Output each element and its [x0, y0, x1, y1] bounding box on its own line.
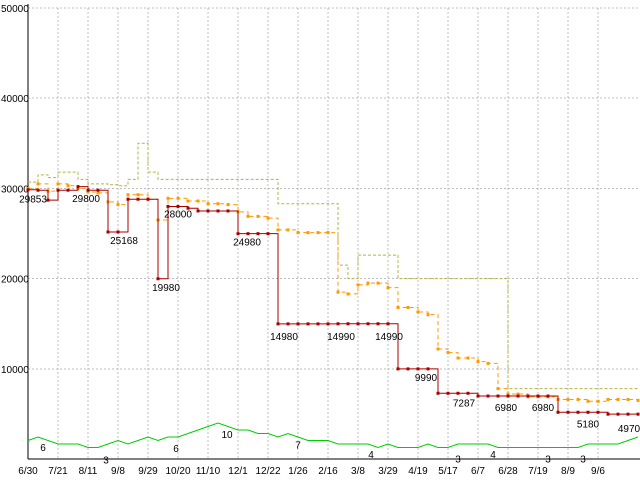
- x-tick-label: 6/28: [498, 466, 518, 477]
- price-label: 25168: [110, 236, 138, 247]
- count-label: 3: [455, 455, 461, 466]
- price-label: 6980: [532, 403, 555, 414]
- x-tick-label: 12/22: [255, 466, 280, 477]
- price-labels: 29853 29800 25168 28000 19980 24980 14980 14990…: [19, 194, 640, 435]
- x-tick-label: 10/20: [165, 466, 190, 477]
- x-tick-label: 3/29: [378, 466, 398, 477]
- count-label: 4: [368, 450, 374, 461]
- x-tick-label: 9/6: [591, 466, 605, 477]
- listing-count-series: [27, 422, 639, 449]
- count-label: 6: [40, 443, 46, 454]
- price-label: 14980: [270, 332, 298, 343]
- price-label: 4970: [618, 424, 640, 435]
- y-axis-labels: 10000 20000 30000 40000 50000: [1, 4, 29, 376]
- count-label: 3: [580, 455, 586, 466]
- count-label: 7: [295, 441, 301, 452]
- price-label: 5180: [577, 419, 600, 430]
- x-tick-label: 9/29: [138, 466, 158, 477]
- x-tick-label: 11/10: [196, 466, 221, 477]
- y-tick-label: 30000: [1, 184, 29, 195]
- x-tick-label: 9/8: [111, 466, 125, 477]
- x-tick-label: 5/17: [438, 466, 458, 477]
- x-tick-label: 6/7: [471, 466, 485, 477]
- count-labels: 6 3 6 10 7 4 3 4 3 3: [40, 430, 586, 467]
- y-tick-label: 40000: [1, 94, 29, 105]
- price-label: 24980: [233, 238, 261, 249]
- price-label: 29800: [72, 194, 100, 205]
- y-tick-label: 10000: [1, 365, 29, 376]
- x-axis-labels: 6/30 7/21 8/11 9/8 9/29 10/20 11/10 12/1 12/22 1/…: [18, 466, 605, 477]
- x-tick-label: 8/11: [79, 466, 98, 477]
- price-label: 6980: [495, 403, 518, 414]
- count-label: 6: [173, 444, 179, 455]
- price-label: 29853: [19, 195, 47, 206]
- x-tick-label: 12/1: [228, 466, 248, 477]
- x-tick-label: 4/19: [408, 466, 428, 477]
- x-tick-label: 3/8: [351, 466, 365, 477]
- x-tick-label: 1/26: [288, 466, 308, 477]
- lowest-price-series: [26, 185, 640, 416]
- x-tick-label: 2/16: [318, 466, 338, 477]
- count-label: 4: [490, 450, 496, 461]
- price-label: 19980: [152, 283, 180, 294]
- count-label: 3: [545, 455, 551, 466]
- price-label: 9990: [415, 373, 438, 384]
- gridlines: [27, 7, 640, 459]
- x-tick-label: 8/9: [561, 466, 575, 477]
- y-tick-label: 20000: [1, 275, 29, 286]
- price-label: 28000: [164, 209, 192, 220]
- x-tick-label: 7/19: [528, 466, 548, 477]
- count-label: 10: [221, 430, 233, 441]
- count-label: 3: [103, 456, 109, 467]
- price-label: 7287: [453, 398, 476, 409]
- price-label: 14990: [375, 332, 403, 343]
- price-label: 14990: [327, 332, 355, 343]
- highest-price-series: [28, 142, 638, 390]
- axes: [27, 4, 640, 460]
- x-tick-label: 6/30: [18, 466, 38, 477]
- y-tick-label: 50000: [1, 4, 29, 15]
- x-tick-label: 7/21: [48, 466, 68, 477]
